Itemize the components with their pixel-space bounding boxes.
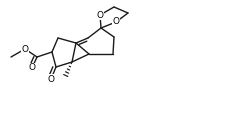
Text: O: O bbox=[47, 75, 54, 84]
Text: O: O bbox=[21, 44, 28, 53]
Text: O: O bbox=[96, 11, 103, 20]
Text: O: O bbox=[112, 18, 119, 26]
Text: O: O bbox=[28, 64, 35, 73]
